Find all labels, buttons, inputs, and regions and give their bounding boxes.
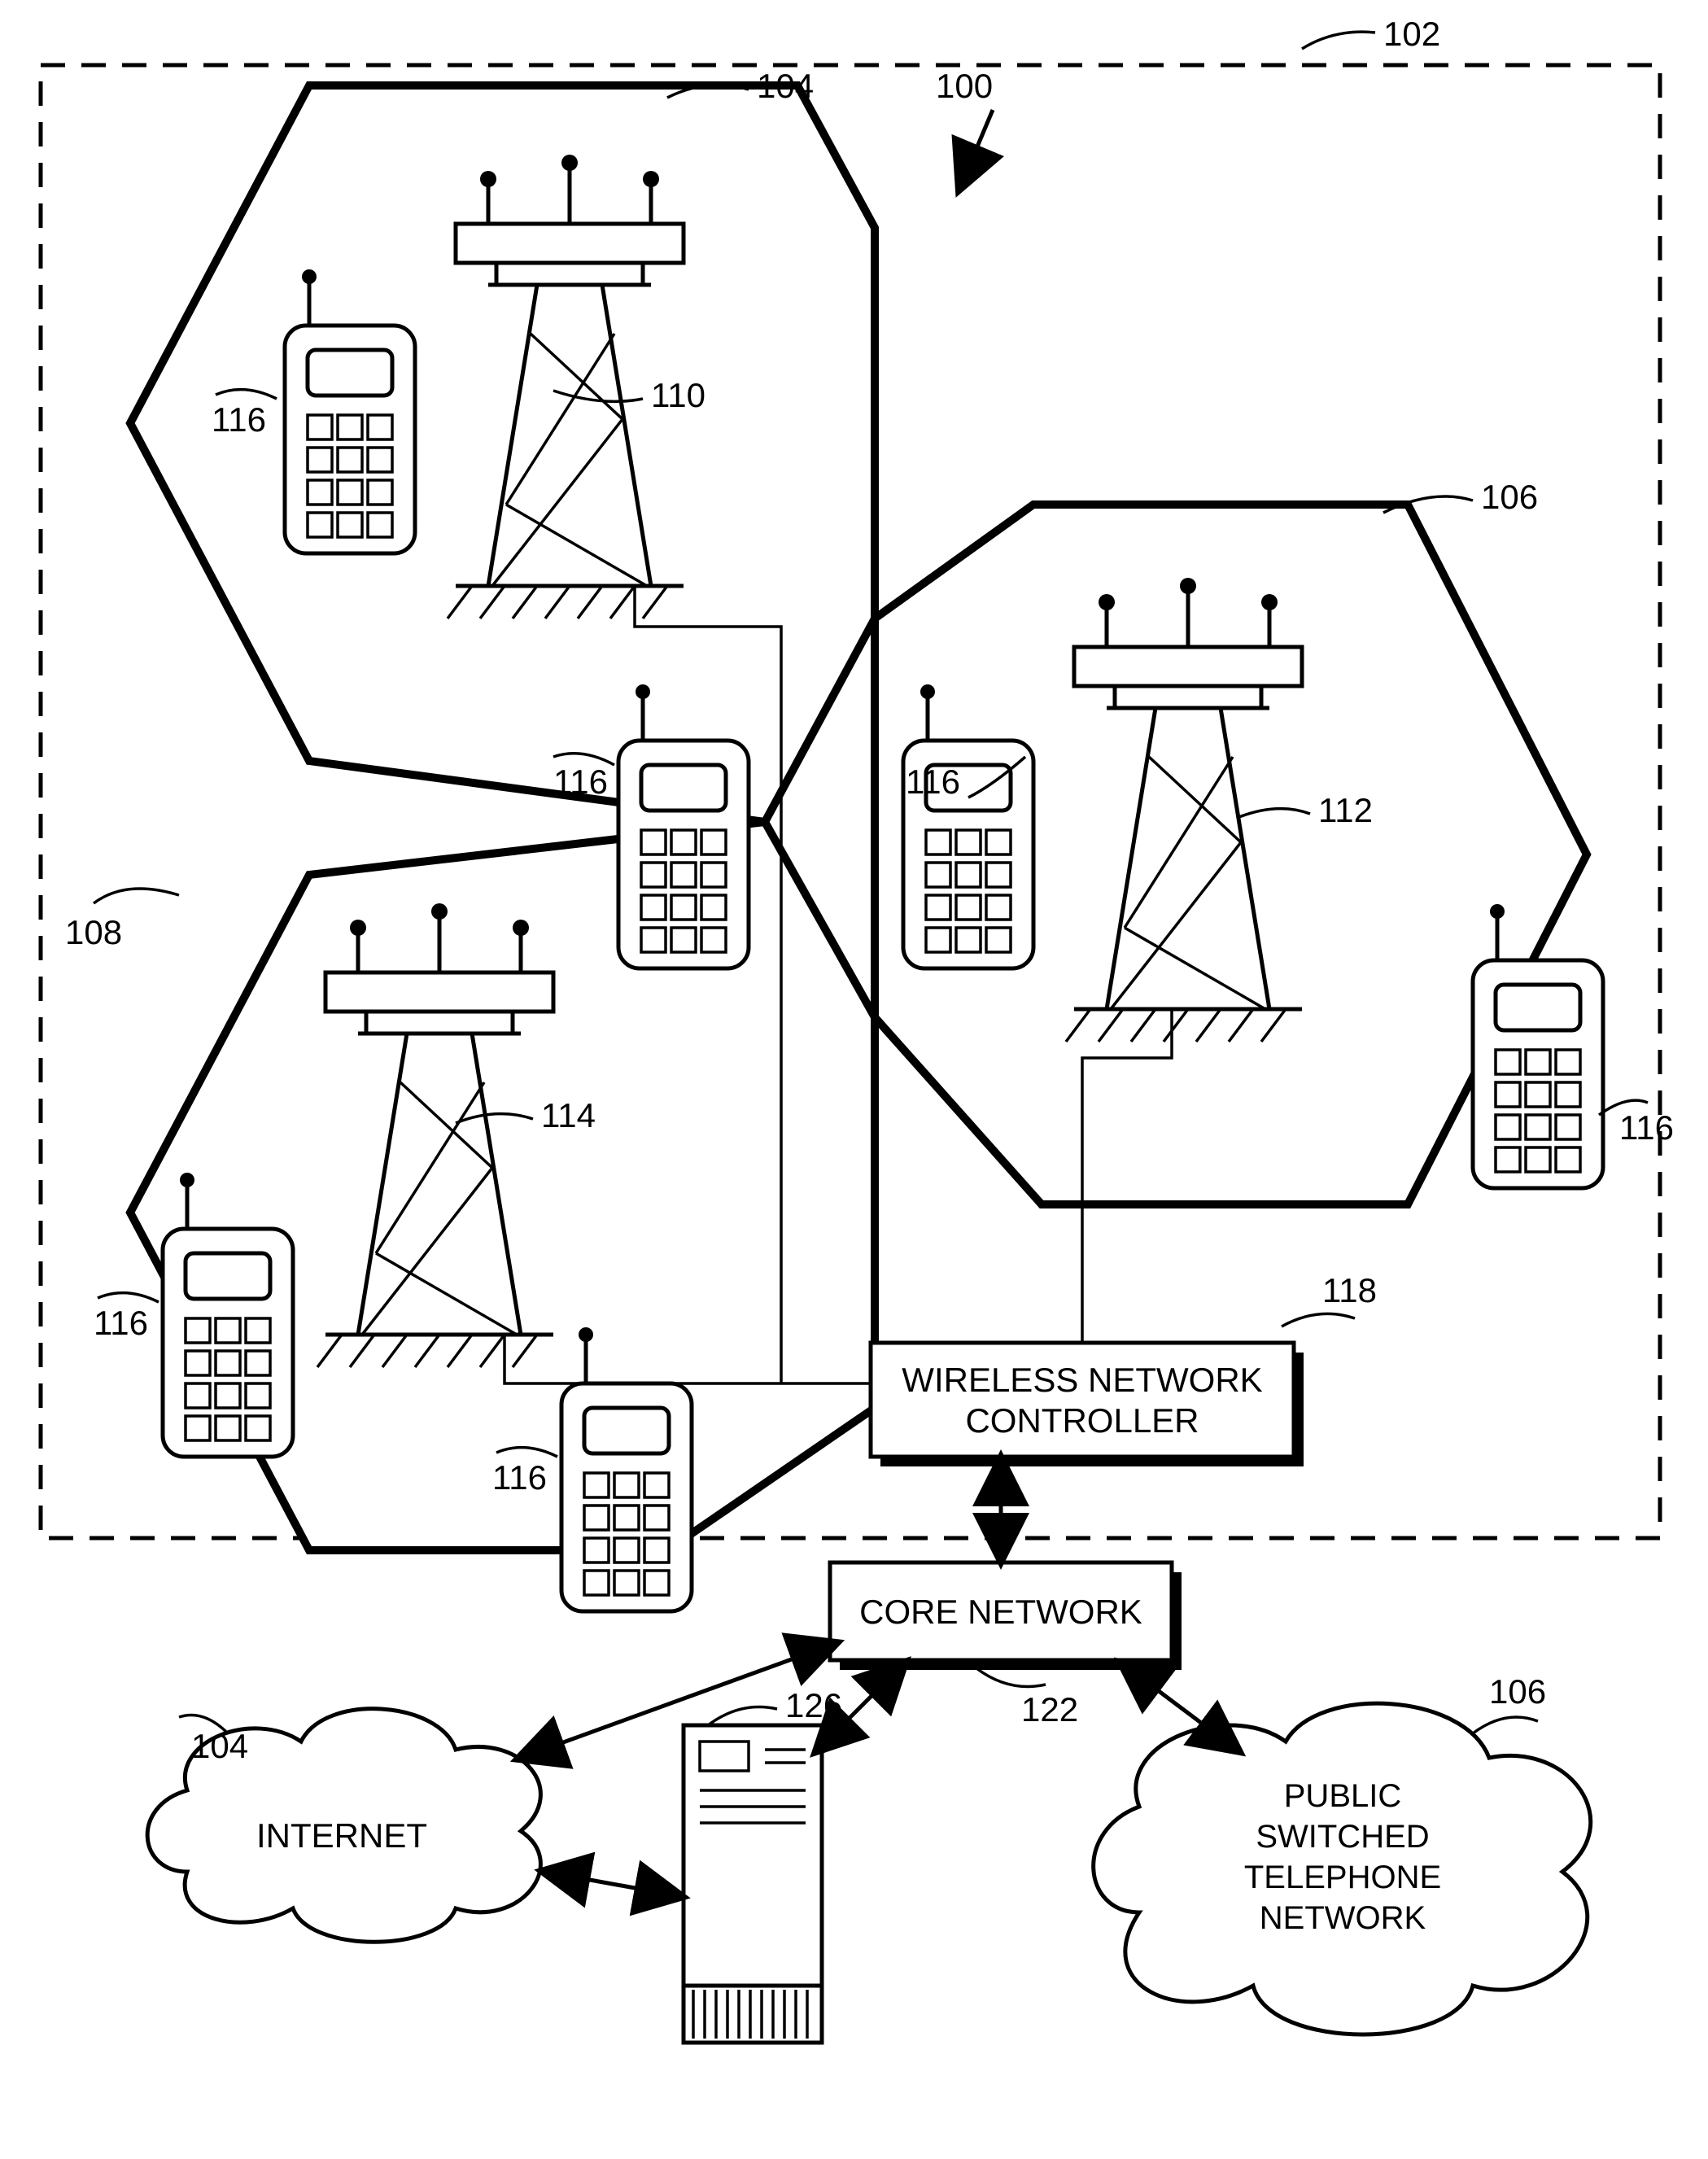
label-phone-a: 116 [212, 400, 266, 439]
label-102: 102 [1383, 15, 1440, 53]
core-text: CORE NETWORK [859, 1593, 1142, 1631]
label-126: 126 [785, 1686, 842, 1724]
pstn-text-3: TELEPHONE [1244, 1860, 1441, 1895]
label-cell-104: 104 [757, 67, 814, 105]
cell-104 [130, 85, 875, 822]
label-pstn-106: 106 [1489, 1672, 1546, 1711]
pstn-cloud: PUBLIC SWITCHED TELEPHONE NETWORK [1094, 1703, 1591, 2034]
server-126 [684, 1725, 822, 2043]
label-phone-c: 116 [906, 763, 960, 801]
wnc-text-line2: CONTROLLER [965, 1401, 1199, 1440]
label-122: 122 [1021, 1690, 1078, 1729]
pstn-text-2: SWITCHED [1256, 1819, 1429, 1855]
label-100: 100 [936, 67, 993, 105]
label-110: 110 [651, 376, 705, 414]
label-118: 118 [1322, 1271, 1377, 1309]
internet-text: INTERNET [256, 1816, 427, 1855]
label-phone-e: 116 [94, 1304, 148, 1342]
label-cell-108: 108 [65, 913, 122, 951]
network-diagram: 102 100 104 106 108 110 112 114 116 116 … [0, 0, 1708, 2159]
pstn-text-1: PUBLIC [1284, 1778, 1402, 1814]
wnc-text-line1: WIRELESS NETWORK [902, 1361, 1262, 1399]
label-phone-b: 116 [553, 763, 608, 801]
label-cell-106: 106 [1481, 478, 1538, 516]
label-114: 114 [541, 1096, 596, 1134]
label-phone-d: 116 [1619, 1108, 1674, 1147]
wireless-network-controller-box [871, 1343, 1294, 1457]
pstn-text-4: NETWORK [1260, 1900, 1426, 1936]
label-internet-104: 104 [191, 1727, 248, 1765]
label-phone-f: 116 [492, 1458, 547, 1497]
label-112: 112 [1318, 791, 1373, 829]
